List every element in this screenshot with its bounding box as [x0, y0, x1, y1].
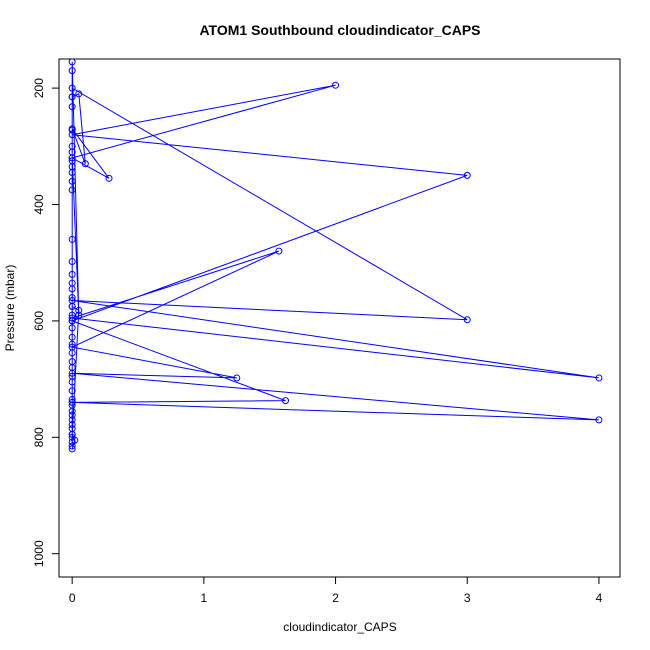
data-point: [68, 177, 76, 185]
x-axis-label: cloudindicator_CAPS: [283, 620, 396, 634]
data-point: [75, 311, 83, 319]
data-point: [68, 168, 76, 176]
data-point: [68, 442, 76, 450]
data-point: [68, 340, 76, 348]
data-point: [68, 186, 76, 194]
data-point: [68, 270, 76, 278]
data-point: [68, 445, 76, 453]
chart-title: ATOM1 Southbound cloudindicator_CAPS: [199, 22, 480, 38]
data-point: [68, 67, 76, 75]
data-point: [275, 247, 283, 255]
x-tick-label-3: 3: [464, 591, 471, 605]
data-point: [68, 416, 76, 424]
data-point: [68, 302, 76, 310]
data-point: [68, 131, 76, 139]
data-point: [595, 416, 603, 424]
data-point: [68, 378, 76, 386]
data-point: [463, 171, 471, 179]
data-point: [68, 93, 76, 101]
data-point: [332, 81, 340, 89]
x-tick-label-4: 4: [596, 591, 603, 605]
data-point: [68, 421, 76, 429]
data-point: [463, 316, 471, 324]
data-point: [81, 160, 89, 168]
y-tick-label-1: 400: [32, 194, 46, 214]
y-axis-label: Pressure (mbar): [3, 265, 17, 352]
data-point: [68, 294, 76, 302]
x-axis: 0 1 2 3 4: [69, 577, 603, 605]
plot-frame: [58, 58, 621, 578]
data-point: [68, 285, 76, 293]
data-point: [68, 438, 76, 446]
x-tick-label-2: 2: [332, 591, 339, 605]
data-point: [68, 433, 76, 441]
data-point: [233, 374, 241, 382]
data-point: [68, 314, 76, 322]
series-line-0: [70, 61, 599, 450]
data-point: [75, 306, 83, 314]
plot-area: [68, 59, 603, 453]
x-tick-label-0: 0: [69, 591, 76, 605]
y-axis: 200 400 600 800 1000: [32, 78, 59, 567]
data-point: [68, 363, 76, 371]
data-point: [68, 430, 76, 438]
x-tick-label-1: 1: [201, 591, 208, 605]
data-point: [105, 174, 113, 182]
y-tick-label-4: 1000: [32, 540, 46, 567]
data-point: [68, 84, 76, 92]
data-point: [68, 411, 76, 419]
data-point: [68, 258, 76, 266]
data-point: [68, 349, 76, 357]
data-point: [68, 235, 76, 243]
data-point: [68, 103, 76, 111]
data-point: [68, 324, 76, 332]
data-point: [68, 317, 76, 325]
y-tick-label-2: 600: [32, 311, 46, 331]
data-point: [75, 90, 83, 98]
y-tick-label-3: 800: [32, 427, 46, 447]
data-point: [68, 126, 76, 134]
data-point: [282, 397, 290, 405]
data-point: [68, 387, 76, 395]
data-point: [595, 374, 603, 382]
data-point: [68, 333, 76, 341]
data-point: [68, 148, 76, 156]
y-tick-label-0: 200: [32, 78, 46, 98]
data-point: [68, 407, 76, 415]
data-point: [68, 398, 76, 406]
data-point: [68, 59, 76, 66]
